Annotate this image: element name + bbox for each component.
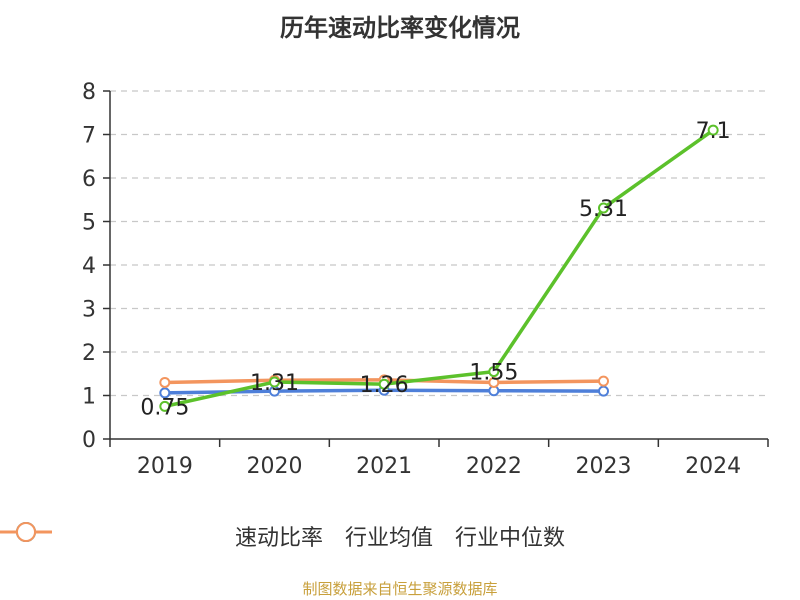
- data-point: [159, 376, 171, 388]
- y-tick-label: 6: [82, 167, 96, 192]
- x-tick-label: 2023: [576, 454, 632, 479]
- data-point: [159, 400, 171, 412]
- y-tick-label: 7: [82, 124, 96, 149]
- y-tick-label: 1: [82, 385, 96, 410]
- legend-label-industry-median: 行业中位数: [455, 526, 566, 551]
- x-tick-label: 2019: [137, 454, 193, 479]
- data-label: 1.26: [360, 373, 409, 398]
- series-line-0: [164, 128, 715, 409]
- y-tick-label: 4: [82, 254, 96, 279]
- data-label: 5.31: [579, 197, 628, 222]
- x-tick-label: 2024: [685, 454, 741, 479]
- x-tick-label: 2020: [247, 454, 303, 479]
- legend-item-industry-median[interactable]: 行业中位数: [0, 520, 566, 552]
- legend-item-industry-mean[interactable]: 行业均值: [0, 520, 433, 552]
- legend: 速动比率 行业均值 行业中位数: [0, 520, 800, 552]
- chart-title: 历年速动比率变化情况: [280, 14, 520, 42]
- data-label: 7.1: [696, 119, 731, 144]
- data-point: [598, 385, 609, 397]
- y-tick-label: 8: [82, 80, 96, 105]
- y-tick-label: 3: [82, 298, 96, 323]
- data-point: [488, 366, 500, 378]
- x-tick-label: 2022: [466, 454, 522, 479]
- y-tick-label: 5: [82, 211, 96, 236]
- legend-label-industry-mean: 行业均值: [344, 526, 433, 551]
- source-note: 制图数据来自恒生聚源数据库: [302, 580, 498, 598]
- y-tick-label: 2: [82, 341, 96, 366]
- data-label: 0.75: [140, 395, 189, 420]
- x-tick-label: 2021: [356, 454, 412, 479]
- data-point: [488, 376, 500, 388]
- data-point: [269, 376, 280, 388]
- y-tick-label: 0: [82, 428, 96, 453]
- data-label: 1.55: [469, 361, 518, 386]
- data-point: [598, 375, 609, 387]
- legend-swatch-industry-median: [0, 522, 52, 542]
- data-label: 1.31: [250, 371, 299, 396]
- data-point: [159, 387, 171, 399]
- data-point: [598, 202, 609, 214]
- data-point: [707, 124, 719, 136]
- legend-item-speed-ratio[interactable]: 速动比率: [0, 520, 323, 552]
- legend-label-speed-ratio: 速动比率: [234, 526, 323, 551]
- data-point: [378, 378, 390, 390]
